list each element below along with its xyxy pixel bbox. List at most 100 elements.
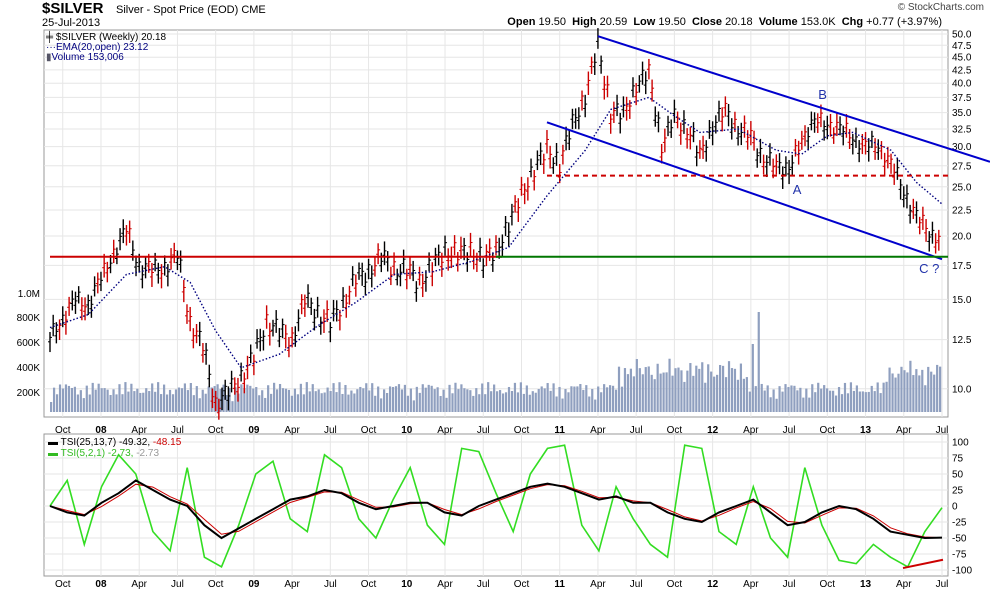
volume-tick-label: 200K [17, 388, 41, 399]
volume-bar [275, 389, 279, 412]
volume-bar [701, 362, 704, 412]
chart-symbol: $SILVER [42, 0, 104, 17]
x-tick-label: Apr [896, 579, 912, 590]
volume-bar [115, 394, 118, 412]
volume-bar [394, 386, 398, 412]
volume-bar [76, 394, 79, 412]
volume-bar [683, 381, 686, 412]
volume-bar [353, 393, 356, 412]
volume-bar [94, 389, 97, 412]
volume-bar [802, 397, 805, 412]
volume-bar [834, 395, 838, 412]
volume-bar [67, 385, 71, 412]
volume-bar [936, 364, 939, 412]
volume-bar [359, 386, 362, 412]
volume-bar [638, 368, 641, 412]
volume-bar [445, 397, 448, 412]
legend-tsi-long-value: -49.32 [118, 437, 148, 448]
x-tick-label: Apr [131, 579, 147, 590]
volume-bar [606, 387, 609, 412]
x-tick-label: Jul [171, 425, 184, 436]
volume-bar [237, 393, 240, 412]
y-tick-label: 42.5 [952, 65, 972, 76]
y-tick-label: 45.0 [952, 53, 972, 64]
volume-bar [252, 388, 255, 412]
volume-bar [409, 388, 412, 412]
volume-bar [549, 390, 552, 412]
volume-bar [284, 388, 288, 412]
volume-bar [852, 390, 855, 412]
volume-bar [793, 385, 796, 412]
volume-bar [635, 359, 638, 412]
volume-bar [424, 387, 427, 412]
volume-bar [496, 391, 499, 412]
volume-bar [721, 365, 725, 412]
tsi-tick-label: 25 [952, 486, 964, 497]
x-tick-label: 13 [860, 425, 872, 436]
x-tick-label: 13 [860, 579, 872, 590]
volume-bar [846, 393, 850, 412]
tsi-tick-label: -50 [952, 534, 967, 545]
tsi-short-line [49, 444, 943, 568]
volume-bar [121, 394, 124, 412]
volume-bar [924, 385, 927, 412]
volume-bar [781, 391, 784, 412]
volume-bar [647, 366, 650, 412]
volume-bar [481, 383, 484, 412]
volume-bar [769, 397, 772, 412]
volume-bar [864, 392, 867, 412]
y-tick-label: 27.5 [952, 161, 972, 172]
volume-bar [371, 383, 374, 412]
volume-bar [299, 383, 302, 412]
x-tick-label: Oct [667, 425, 683, 436]
volume-bar [186, 390, 189, 412]
volume-bar [736, 379, 740, 412]
volume-bar [124, 382, 127, 412]
volume-bar [826, 388, 829, 412]
volume-bar [600, 392, 603, 412]
volume-bar [817, 382, 820, 412]
volume-bar [430, 385, 433, 412]
volume-bar [183, 383, 186, 412]
volume-bar [510, 391, 514, 412]
volume-bar [142, 392, 145, 412]
volume-bar [287, 389, 291, 412]
volume-bar [168, 389, 172, 412]
volume-bar [558, 386, 561, 412]
x-tick-label: 09 [248, 579, 260, 590]
volume-bar [463, 388, 466, 412]
x-tick-label: Jul [936, 579, 949, 590]
x-tick-label: Jul [477, 425, 490, 436]
volume-bar [561, 398, 564, 412]
volume-bar [189, 383, 192, 412]
volume-bar [493, 384, 496, 412]
tsi-tick-label: -75 [952, 550, 967, 561]
volume-bar [528, 394, 531, 412]
channel-top-line [597, 35, 990, 163]
volume-bar [418, 392, 421, 412]
volume-bar [171, 394, 175, 412]
brand-label[interactable]: © StockCharts.com [897, 2, 984, 13]
volume-bar [897, 373, 900, 412]
x-tick-label: 11 [554, 579, 565, 590]
volume-bar [507, 386, 511, 412]
volume-bar [656, 363, 659, 412]
volume-bar [719, 364, 722, 412]
volume-bar [165, 394, 169, 412]
volume-bar [680, 370, 683, 412]
x-tick-label: 12 [707, 425, 719, 436]
volume-bar [671, 375, 674, 412]
x-tick-label: Oct [208, 579, 224, 590]
x-tick-label: Apr [743, 425, 759, 436]
volume-bar [100, 388, 103, 412]
x-tick-label: Oct [667, 579, 683, 590]
volume-bar [338, 382, 341, 412]
volume-bar [55, 394, 59, 412]
volume-bar [145, 388, 148, 412]
volume-bar [641, 374, 644, 412]
volume-bar [531, 391, 534, 412]
volume-bar [588, 396, 591, 412]
volume-bar [210, 387, 213, 412]
y-tick-label: 50.0 [952, 30, 972, 41]
price-panel-frame [43, 29, 949, 418]
